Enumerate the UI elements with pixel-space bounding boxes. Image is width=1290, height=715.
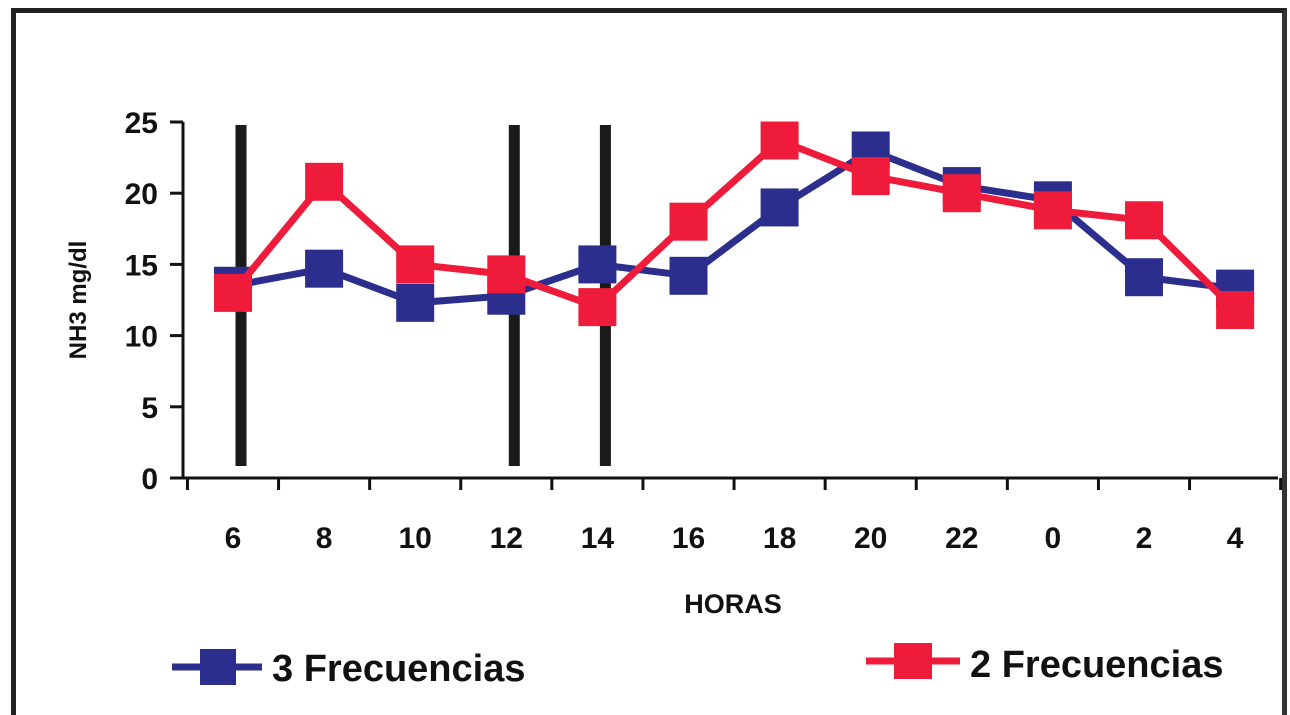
legend: 3 Frecuencias 2 Frecuencias — [172, 643, 1223, 690]
legend-marker-2-frecuencias — [894, 643, 932, 679]
x-tick-label-10: 10 — [399, 522, 432, 555]
x-tick-label-6: 6 — [225, 522, 242, 555]
legend-label-3-frecuencias: 3 Frecuencias — [272, 648, 525, 690]
data-point-3-frecuencias-2 — [1125, 258, 1163, 297]
data-point-2-frecuencias-20 — [851, 157, 890, 196]
x-tick-label-0: 0 — [1045, 522, 1062, 555]
legend-item-3-frecuencias: 3 Frecuencias — [172, 648, 525, 690]
series-line-3-frecuencias — [232, 146, 1236, 307]
x-ticks: 6 8 10 12 14 16 18 20 22 0 2 4 — [185, 478, 1283, 555]
y-ticks: 0 5 10 15 20 25 — [125, 107, 183, 496]
y-tick-label-5: 5 — [141, 392, 158, 425]
x-tick-label-8: 8 — [316, 522, 333, 555]
x-axis-title: HORAS — [684, 589, 782, 619]
data-point-3-frecuencias-16 — [669, 256, 708, 295]
data-point-2-frecuencias-22 — [942, 174, 981, 213]
data-point-2-frecuencias-14 — [578, 288, 617, 327]
chart-frame — [11, 8, 1287, 715]
x-tick-label-14: 14 — [581, 522, 615, 555]
y-tick-label-20: 20 — [125, 178, 158, 211]
data-point-2-frecuencias-6 — [214, 273, 252, 312]
y-tick-label-0: 0 — [141, 463, 158, 496]
x-tick-label-18: 18 — [763, 522, 796, 555]
data-point-2-frecuencias-16 — [669, 202, 708, 241]
data-point-2-frecuencias-0 — [1033, 191, 1072, 230]
data-point-3-frecuencias-8 — [305, 249, 344, 288]
legend-marker-3-frecuencias — [200, 649, 236, 685]
y-tick-label-25: 25 — [125, 107, 158, 140]
x-tick-label-2: 2 — [1136, 522, 1153, 555]
x-tick-label-16: 16 — [672, 522, 705, 555]
y-tick-label-15: 15 — [125, 249, 158, 282]
legend-item-2-frecuencias: 2 Frecuencias — [866, 643, 1223, 686]
data-point-2-frecuencias-8 — [305, 162, 344, 201]
data-point-2-frecuencias-4 — [1216, 290, 1255, 329]
data-point-3-frecuencias-14 — [578, 245, 617, 284]
x-tick-label-4: 4 — [1227, 522, 1244, 555]
data-point-2-frecuencias-2 — [1125, 201, 1163, 240]
series-group — [214, 121, 1255, 329]
data-point-3-frecuencias-18 — [760, 188, 799, 227]
x-tick-label-20: 20 — [854, 522, 887, 555]
y-axis-title: NH3 mg/dl — [65, 241, 92, 360]
axes — [181, 122, 1278, 480]
data-point-2-frecuencias-10 — [396, 245, 435, 284]
data-point-2-frecuencias-18 — [760, 121, 799, 160]
data-point-2-frecuencias-12 — [487, 255, 526, 294]
y-tick-label-10: 10 — [125, 321, 158, 354]
x-tick-label-22: 22 — [945, 522, 978, 555]
data-point-3-frecuencias-10 — [396, 283, 435, 322]
x-tick-label-12: 12 — [490, 522, 523, 555]
legend-label-2-frecuencias: 2 Frecuencias — [970, 644, 1223, 686]
